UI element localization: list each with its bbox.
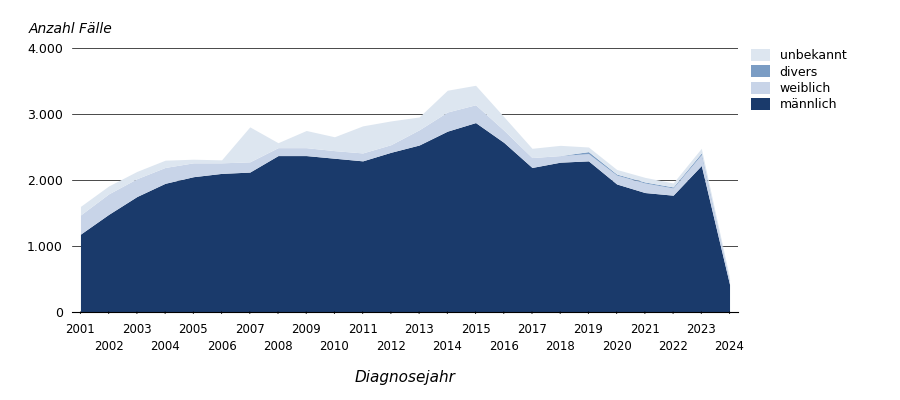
Text: 2008: 2008 — [263, 340, 293, 353]
Text: 2016: 2016 — [489, 340, 518, 353]
Text: 2022: 2022 — [658, 340, 688, 353]
Text: 2013: 2013 — [404, 323, 434, 336]
Text: 2020: 2020 — [602, 340, 632, 353]
Text: 2024: 2024 — [715, 340, 744, 353]
Text: 2012: 2012 — [376, 340, 406, 353]
Text: 2002: 2002 — [94, 340, 123, 353]
Text: 2015: 2015 — [461, 323, 491, 336]
Text: Anzahl Fälle: Anzahl Fälle — [29, 22, 112, 36]
Text: 2006: 2006 — [207, 340, 237, 353]
Text: 2019: 2019 — [573, 323, 603, 336]
Text: 2023: 2023 — [687, 323, 716, 336]
Text: 2003: 2003 — [122, 323, 152, 336]
Text: 2004: 2004 — [150, 340, 180, 353]
Text: 2005: 2005 — [178, 323, 208, 336]
Text: 2009: 2009 — [292, 323, 321, 336]
Text: Diagnosejahr: Diagnosejahr — [355, 370, 455, 385]
Text: 2017: 2017 — [518, 323, 547, 336]
Text: 2007: 2007 — [235, 323, 265, 336]
Text: 2010: 2010 — [320, 340, 349, 353]
Text: 2021: 2021 — [630, 323, 660, 336]
Text: 2014: 2014 — [432, 340, 463, 353]
Text: 2001: 2001 — [66, 323, 95, 336]
Text: 2018: 2018 — [545, 340, 575, 353]
Text: 2011: 2011 — [347, 323, 378, 336]
Legend: unbekannt, divers, weiblich, männlich: unbekannt, divers, weiblich, männlich — [751, 49, 846, 111]
